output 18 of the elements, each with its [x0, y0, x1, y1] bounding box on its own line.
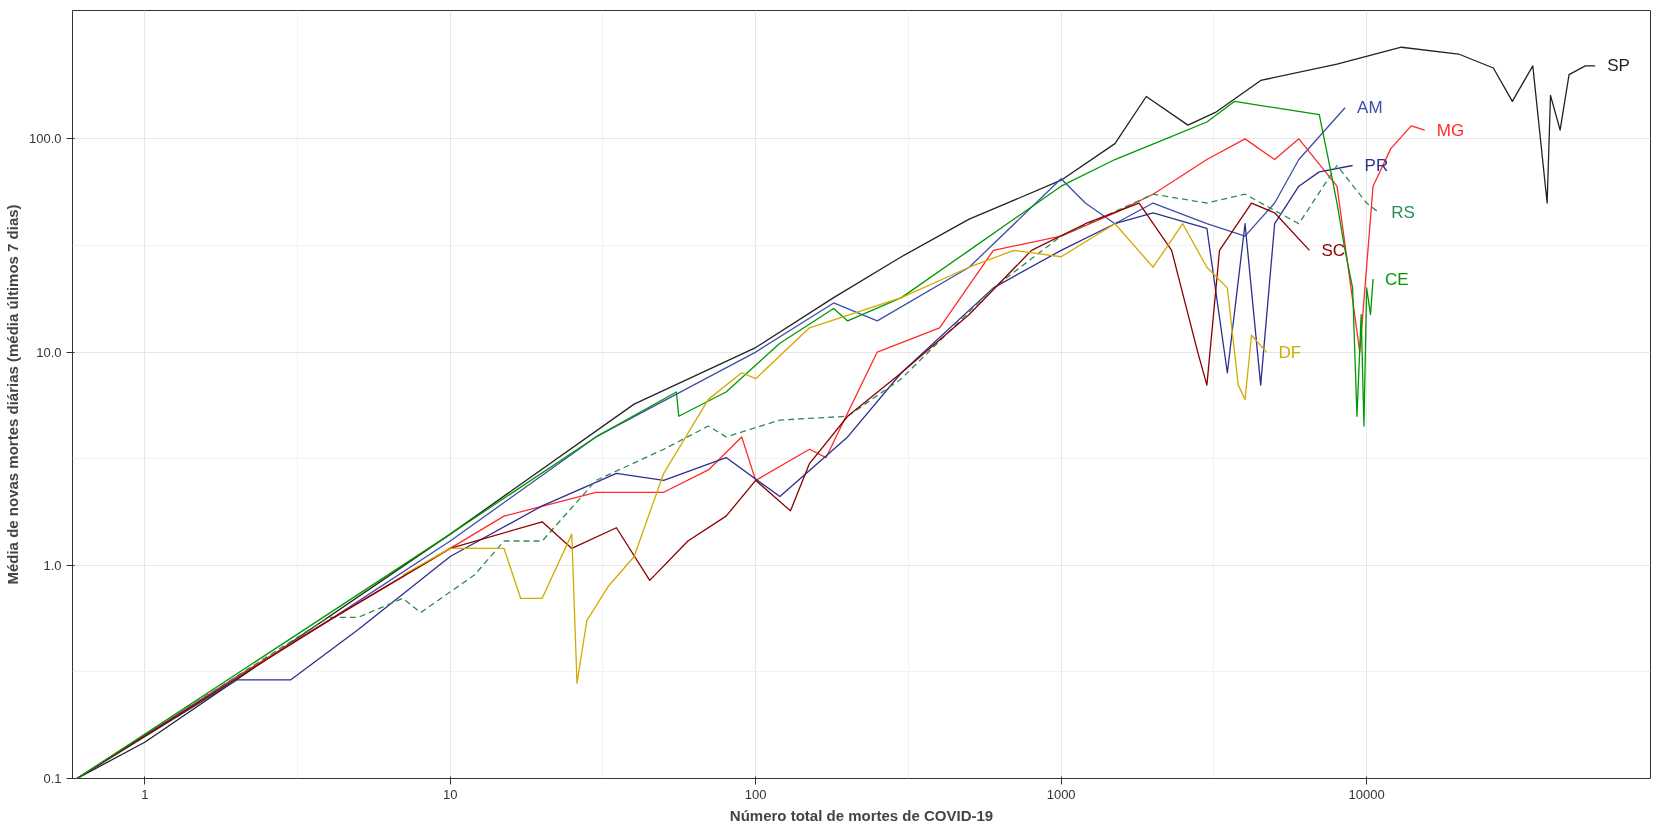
x-tick-label: 10000 — [1348, 786, 1385, 802]
y-axis-title: Média de novas mortes diárias (média últimos 7 dias) — [3, 204, 21, 585]
series-label: DF — [1278, 342, 1302, 362]
x-axis-title: Número total de mortes de COVID-19 — [729, 806, 994, 824]
series-label: CE — [1385, 269, 1409, 289]
x-tick-label: 10 — [442, 786, 458, 802]
x-tick-label: 100 — [744, 786, 767, 802]
y-tick-label: 100.0 — [28, 131, 62, 147]
y-tick-label: 10.0 — [36, 344, 62, 360]
series-label: RS — [1391, 203, 1415, 223]
y-tick-label: 1.0 — [43, 557, 62, 573]
series-label: AM — [1357, 98, 1383, 118]
y-tick-label: 0.1 — [43, 771, 62, 786]
x-tick-label: 1 — [141, 786, 149, 802]
series-label: MG — [1436, 120, 1465, 140]
series-label: SP — [1607, 56, 1630, 76]
series-label: SC — [1321, 240, 1346, 260]
x-tick-label: 1000 — [1046, 786, 1076, 802]
